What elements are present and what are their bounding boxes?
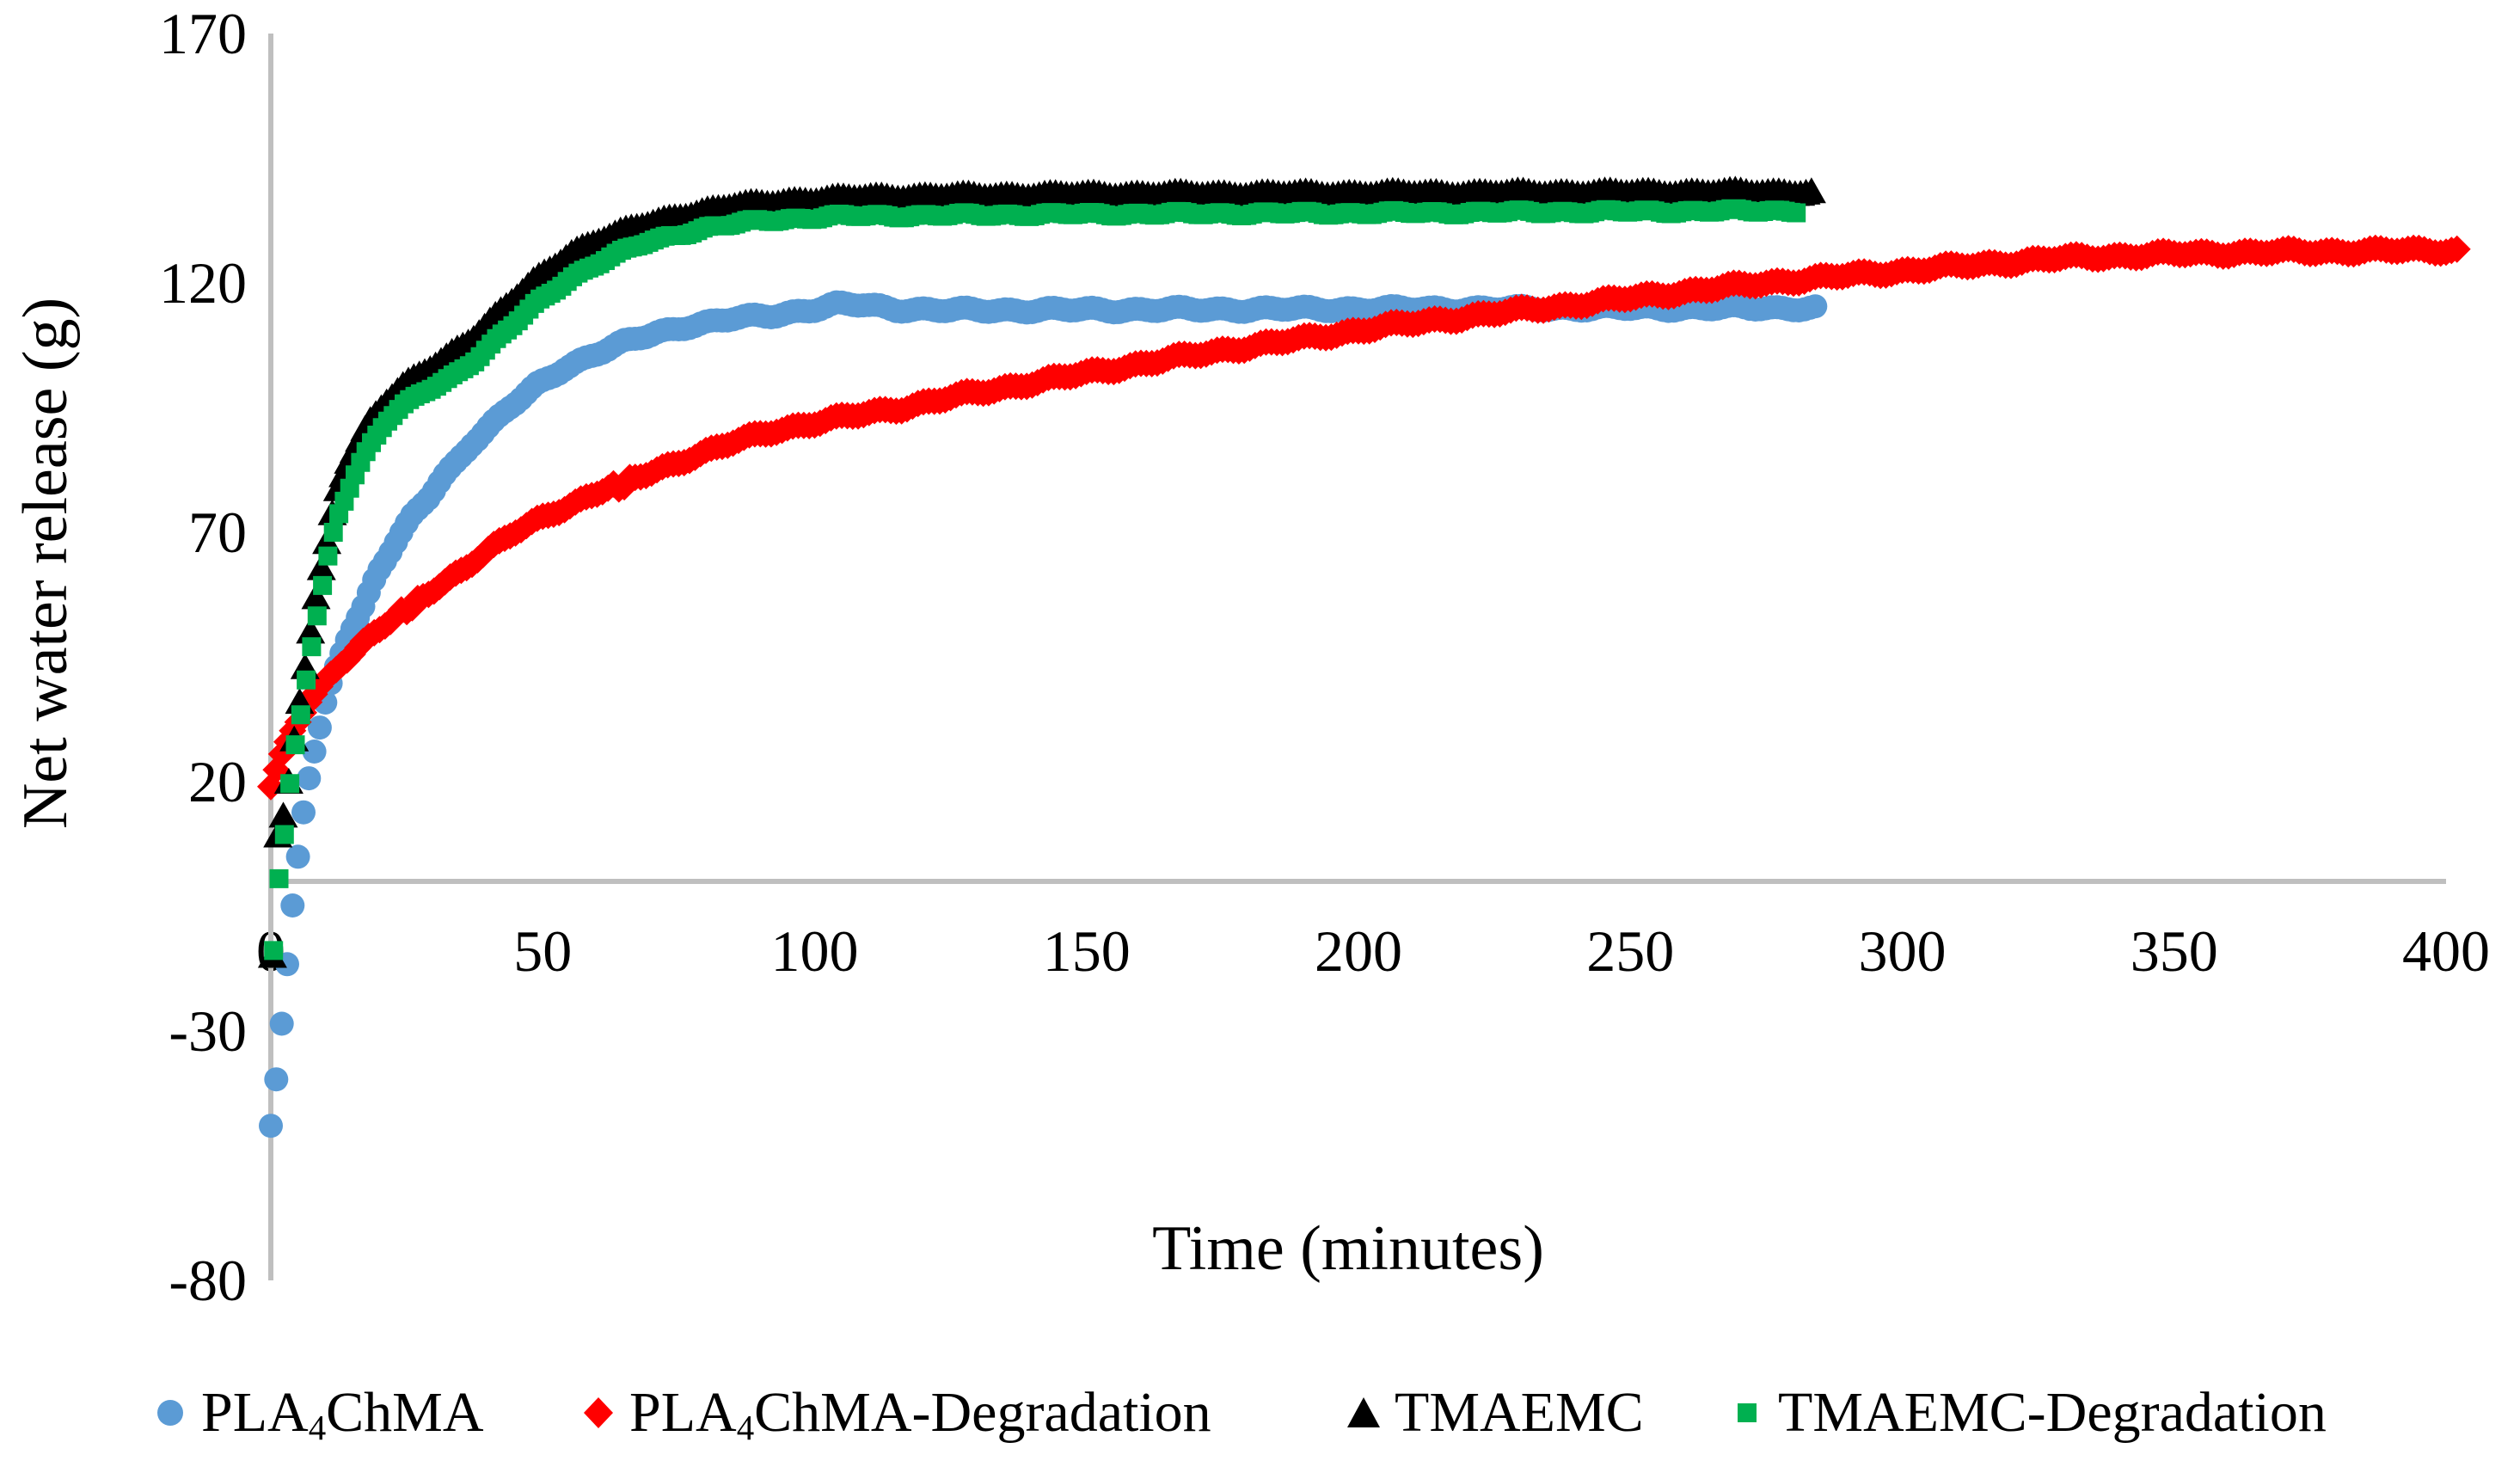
- legend-item-TMAEMC: TMAEMC: [1346, 1383, 1644, 1443]
- triangle-marker-icon: [1347, 1397, 1380, 1427]
- circle-marker-shape: [157, 1400, 183, 1426]
- legend-item-PLA4ChMA: PLA4ChMA: [153, 1381, 484, 1448]
- y-tick-label: -30: [169, 998, 247, 1064]
- x-tick-label: 350: [2130, 918, 2218, 984]
- legend-label: TMAEMC: [1395, 1381, 1644, 1444]
- x-tick-label: 400: [2402, 918, 2490, 984]
- triangle-marker-shape: [1347, 1397, 1380, 1427]
- circle-marker-icon: [157, 1400, 183, 1426]
- legend-label-subscript: 4: [736, 1409, 755, 1448]
- series-diamond-markers: [257, 234, 2471, 801]
- y-tick-label: 20: [188, 749, 247, 814]
- x-tick-label: 250: [1586, 918, 1675, 984]
- y-tick-label: -80: [169, 1248, 247, 1313]
- y-tick-label: 120: [159, 250, 247, 316]
- square-marker-icon: [1738, 1403, 1757, 1422]
- legend-label: TMAEMC-Degradation: [1778, 1381, 2327, 1444]
- y-tick-label: 70: [188, 500, 247, 565]
- x-axis-title: Time (minutes): [1152, 1213, 1544, 1284]
- diamond-marker-icon: [584, 1397, 613, 1428]
- x-tick-label: 200: [1315, 918, 1402, 984]
- series-circle-markers: [259, 290, 1828, 1139]
- legend-label: PLA4ChMA: [201, 1381, 484, 1448]
- legend-label-subscript: 4: [308, 1409, 327, 1448]
- x-tick-label: 100: [770, 918, 859, 984]
- diamond-marker-shape: [584, 1397, 613, 1428]
- y-tick-label: 170: [159, 1, 247, 66]
- x-tick-label: 150: [1042, 918, 1131, 984]
- legend-item-PLA4ChMA-Degradation: PLA4ChMA-Degradation: [581, 1381, 1211, 1448]
- square-marker-shape: [1738, 1403, 1757, 1422]
- x-tick-label: 300: [1858, 918, 1947, 984]
- x-tick-label: 50: [513, 918, 573, 984]
- legend-item-TMAEMC-Degradation: TMAEMC-Degradation: [1730, 1383, 2327, 1443]
- legend-label: PLA4ChMA-Degradation: [629, 1381, 1211, 1448]
